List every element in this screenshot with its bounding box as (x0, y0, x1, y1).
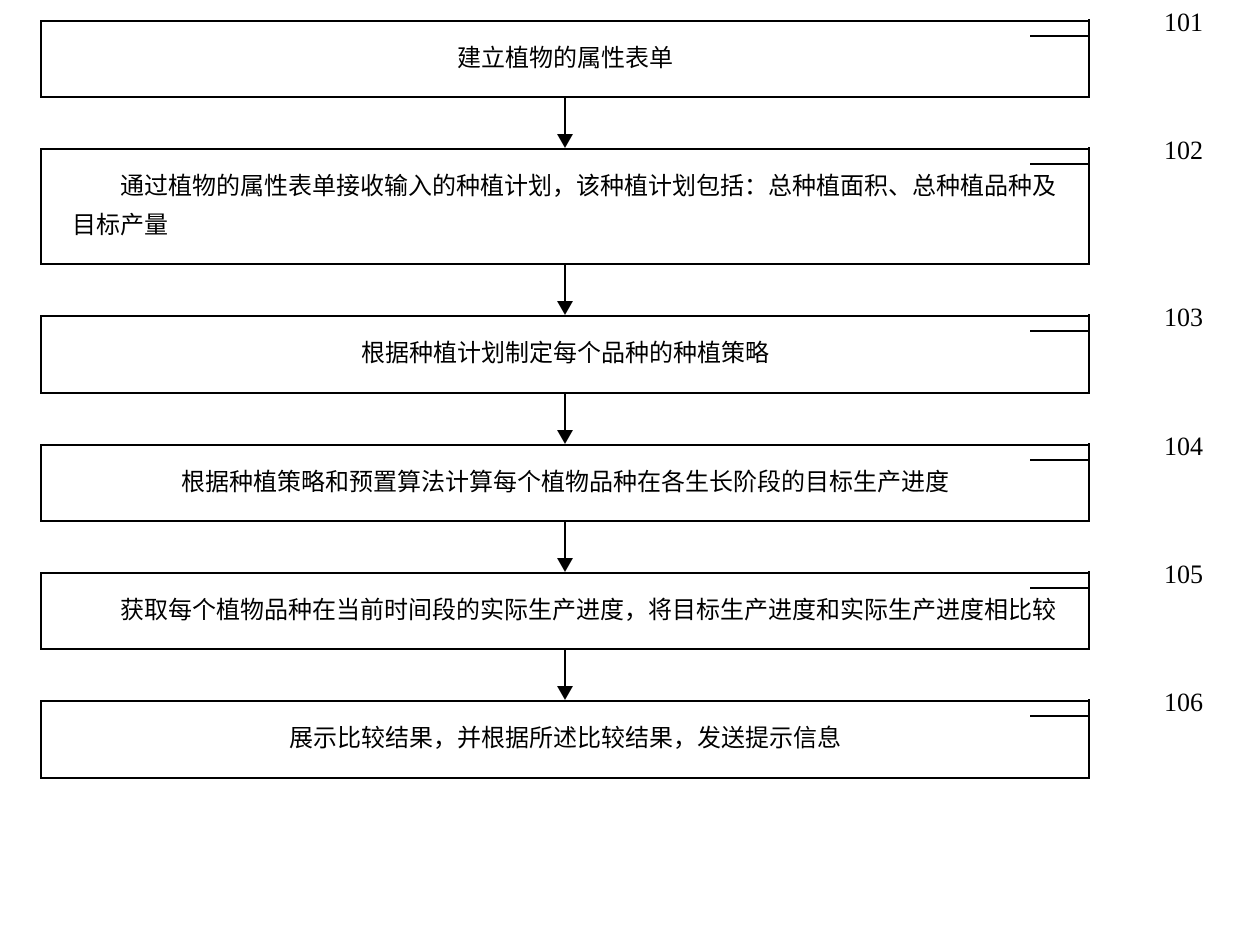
step-container-6: 展示比较结果，并根据所述比较结果，发送提示信息106 (40, 700, 1200, 778)
arrow-line (564, 522, 566, 558)
arrow-head-icon (557, 430, 573, 444)
arrow-line (564, 650, 566, 686)
flowchart-container: 建立植物的属性表单101 通过植物的属性表单接收输入的种植计划，该种植计划包括：总… (40, 20, 1200, 779)
step-label-5: 105 (1116, 554, 1203, 596)
step-box-3: 根据种植计划制定每个品种的种植策略103 (40, 315, 1090, 393)
arrow-line (564, 394, 566, 430)
label-connector (1030, 443, 1090, 461)
step-box-6: 展示比较结果，并根据所述比较结果，发送提示信息106 (40, 700, 1090, 778)
step-text: 通过植物的属性表单接收输入的种植计划，该种植计划包括：总种植面积、总种植品种及目… (72, 174, 1056, 238)
step-box-1: 建立植物的属性表单101 (40, 20, 1090, 98)
step-text: 建立植物的属性表单 (457, 46, 673, 72)
label-connector (1030, 699, 1090, 717)
step-text: 展示比较结果，并根据所述比较结果，发送提示信息 (289, 726, 841, 752)
arrow-line (564, 265, 566, 301)
step-box-5: 获取每个植物品种在当前时间段的实际生产进度，将目标生产进度和实际生产进度相比较1… (40, 572, 1090, 650)
arrow-3 (557, 394, 573, 444)
step-label-2: 102 (1116, 130, 1203, 172)
step-label-1: 101 (1164, 2, 1203, 44)
arrow-1 (557, 98, 573, 148)
step-text: 根据种植策略和预置算法计算每个植物品种在各生长阶段的目标生产进度 (181, 470, 949, 496)
arrow-head-icon (557, 301, 573, 315)
step-box-2: 通过植物的属性表单接收输入的种植计划，该种植计划包括：总种植面积、总种植品种及目… (40, 148, 1090, 265)
label-connector (1030, 314, 1090, 332)
arrow-line (564, 98, 566, 134)
step-text: 根据种植计划制定每个品种的种植策略 (361, 341, 769, 367)
step-label-6: 106 (1164, 682, 1203, 724)
label-connector (1030, 571, 1090, 589)
arrow-head-icon (557, 686, 573, 700)
step-label-4: 104 (1164, 426, 1203, 468)
step-container-1: 建立植物的属性表单101 (40, 20, 1200, 98)
arrow-head-icon (557, 558, 573, 572)
step-container-2: 通过植物的属性表单接收输入的种植计划，该种植计划包括：总种植面积、总种植品种及目… (40, 148, 1200, 265)
step-container-5: 获取每个植物品种在当前时间段的实际生产进度，将目标生产进度和实际生产进度相比较1… (40, 572, 1200, 650)
step-text: 获取每个植物品种在当前时间段的实际生产进度，将目标生产进度和实际生产进度相比较 (120, 598, 1056, 624)
label-connector (1030, 147, 1090, 165)
label-connector (1030, 19, 1090, 37)
step-label-3: 103 (1164, 297, 1203, 339)
step-container-4: 根据种植策略和预置算法计算每个植物品种在各生长阶段的目标生产进度104 (40, 444, 1200, 522)
step-box-4: 根据种植策略和预置算法计算每个植物品种在各生长阶段的目标生产进度104 (40, 444, 1090, 522)
arrow-4 (557, 522, 573, 572)
arrow-5 (557, 650, 573, 700)
arrow-2 (557, 265, 573, 315)
step-container-3: 根据种植计划制定每个品种的种植策略103 (40, 315, 1200, 393)
arrow-head-icon (557, 134, 573, 148)
